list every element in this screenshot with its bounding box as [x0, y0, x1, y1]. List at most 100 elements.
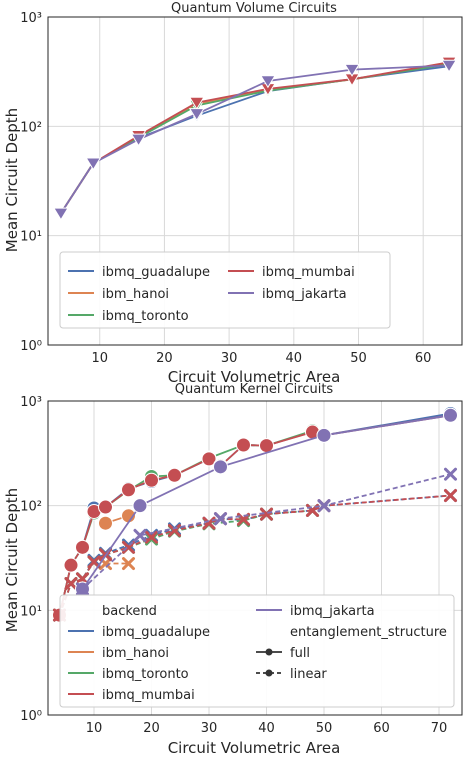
series-ibmq-toronto — [53, 58, 457, 221]
data-point — [53, 207, 69, 221]
legend-item-ibmq-guadalupe: ibmq_guadalupe — [68, 265, 210, 280]
x-tick-label: 70 — [431, 721, 448, 736]
x-tick-label: 60 — [415, 351, 432, 366]
series-ibm-hanoi — [53, 57, 457, 221]
legend-item-entanglement-structure: entanglement_structure — [290, 625, 447, 640]
data-point — [214, 512, 227, 526]
legend-item-ibmq-jakarta: ibmq_jakarta — [256, 604, 375, 619]
data-point — [188, 108, 205, 122]
data-point — [121, 482, 136, 498]
data-point — [76, 572, 89, 586]
plot-frame — [47, 16, 463, 346]
x-axis-label: Circuit Volumetric Area — [168, 739, 341, 757]
data-point — [98, 515, 113, 531]
y-axis-label: Mean Circuit Depth — [3, 108, 21, 252]
data-point — [122, 557, 135, 571]
y-tick-label: 10⁰ — [20, 709, 42, 724]
series-line — [58, 429, 313, 616]
legend: ibmq_guadalupe ibm_hanoi ibmq_toronto ibmq_… — [59, 251, 391, 329]
legend-label: ibmq_guadalupe — [102, 265, 210, 280]
data-point — [236, 437, 251, 453]
y-axis-label: Mean Circuit Depth — [3, 488, 21, 632]
chart-title: Quantum Volume Circuits — [171, 1, 337, 16]
series-ibmq-mumbai — [53, 56, 457, 221]
y-tick-label: 10² — [20, 120, 42, 135]
legend-label: ibmq_jakarta — [290, 604, 375, 619]
series-ibmq-jakarta — [53, 59, 457, 221]
legend-item-backend: backend — [102, 604, 157, 619]
legend-label: ibm_hanoi — [102, 287, 169, 302]
legend-label: ibmq_mumbai — [262, 265, 355, 280]
legend-item-ibmq-guadalupe: ibmq_guadalupe — [68, 625, 210, 640]
y-tick-label: 10¹ — [20, 230, 42, 245]
legend-label: ibmq_mumbai — [102, 688, 195, 703]
legend-item-ibmq-mumbai: ibmq_mumbai — [228, 265, 355, 280]
legend-label: ibmq_toronto — [102, 309, 189, 324]
x-tick-label: 30 — [201, 721, 218, 736]
legend-item-ibmq-mumbai: ibmq_mumbai — [68, 688, 195, 703]
data-point — [130, 133, 147, 147]
x-tick-label: 30 — [221, 351, 238, 366]
legend-label: backend — [102, 604, 157, 619]
x-tick-label: 20 — [143, 721, 160, 736]
legend-label: ibmq_toronto — [102, 667, 189, 682]
quantum-volume-chart: Quantum Volume Circuits 10 20 30 40 50 6010⁰1… — [3, 1, 463, 386]
data-point — [63, 557, 79, 573]
series-ibmq-guadalupe — [53, 60, 457, 221]
tick-labels: 10 20 30 40 50 60 70 10⁰ 10¹ 10² 10³ — [20, 395, 447, 736]
quantum-kernel-chart: Quantum Kernel Circuits 10 20 30 40 50 60 7010… — [3, 382, 463, 757]
data-point — [188, 96, 205, 110]
data-point — [317, 499, 331, 513]
data-point — [75, 539, 90, 555]
data-point — [260, 75, 276, 89]
data-point — [444, 489, 457, 503]
series-ibmq-toronto-full — [52, 423, 320, 623]
y-tick-label: 10³ — [20, 11, 42, 26]
data-point — [213, 459, 228, 475]
data-point — [168, 523, 181, 537]
y-tick-label: 10³ — [20, 395, 42, 410]
data-point — [144, 472, 159, 488]
x-axis-label: Circuit Volumetric Area — [168, 368, 341, 386]
data-point — [132, 498, 148, 514]
legend-item-ibmq-jakarta: ibmq_jakarta — [228, 287, 347, 302]
series-layer — [53, 56, 457, 221]
x-tick-label: 40 — [258, 721, 275, 736]
data-point — [260, 507, 273, 521]
legend: backend ibmq_guadalupe ibm_hanoi ibmq_toron… — [59, 594, 455, 708]
series-line — [60, 64, 450, 214]
x-tick-label: 60 — [373, 721, 390, 736]
data-point — [167, 467, 182, 483]
data-point — [201, 451, 217, 467]
y-tick-label: 10⁰ — [20, 339, 42, 354]
legend-item-linear: linear — [256, 667, 327, 682]
legend-label: entanglement_structure — [290, 625, 447, 640]
series-layer — [52, 405, 458, 623]
legend-item-ibmq-toronto: ibmq_toronto — [68, 309, 189, 324]
legend-label: ibmq_guadalupe — [102, 625, 210, 640]
series-ibm-hanoi-full — [98, 508, 136, 531]
data-point — [87, 555, 101, 569]
legend-item-ibm-hanoi: ibm_hanoi — [68, 646, 169, 661]
tick-labels: 10 20 30 40 50 60 10⁰ 10¹ 10² 10³ — [20, 11, 431, 366]
legend-marker — [265, 669, 273, 677]
legend-marker — [265, 648, 273, 656]
legend-item-ibm-hanoi: ibm_hanoi — [68, 287, 169, 302]
legend-item-ibmq-toronto: ibmq_toronto — [68, 667, 189, 682]
series-ibm-hanoi-linear — [99, 557, 135, 571]
data-point — [85, 157, 102, 171]
series-line — [60, 61, 450, 214]
legend-box — [59, 594, 455, 708]
legend-item-full: full — [256, 646, 310, 661]
data-point — [441, 59, 457, 73]
data-point — [443, 407, 458, 423]
x-tick-label: 50 — [316, 721, 333, 736]
legend-label: full — [290, 646, 310, 661]
chart-title: Quantum Kernel Circuits — [175, 382, 334, 397]
data-point — [316, 427, 332, 443]
y-tick-label: 10¹ — [20, 604, 42, 619]
data-point — [64, 577, 78, 591]
series-line — [60, 65, 450, 214]
legend-label: ibm_hanoi — [102, 646, 169, 661]
